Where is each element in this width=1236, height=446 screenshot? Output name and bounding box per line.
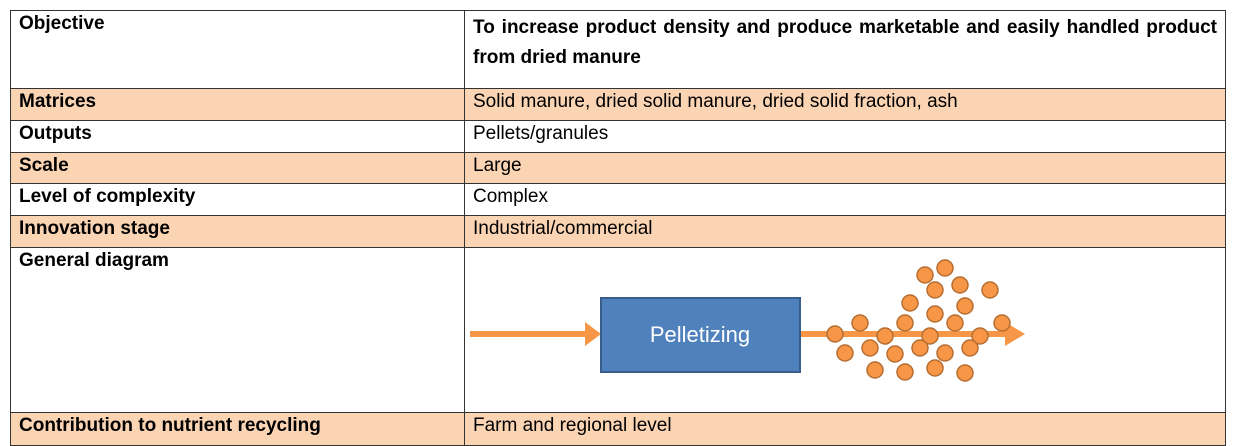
label-cell: Level of complexity bbox=[10, 183, 465, 216]
row: Contribution to nutrient recycling Farm a… bbox=[10, 412, 1226, 446]
row: Level of complexity Complex bbox=[10, 183, 1226, 216]
value-cell: To increase product density and produce … bbox=[464, 10, 1226, 89]
label-cell: Matrices bbox=[10, 88, 465, 121]
value-cell: Complex bbox=[464, 183, 1226, 216]
value-cell: Solid manure, dried solid manure, dried … bbox=[464, 88, 1226, 121]
row: Outputs Pellets/granules bbox=[10, 120, 1226, 153]
process-box bbox=[600, 297, 801, 373]
diagram-cell: Pelletizing bbox=[464, 247, 1226, 413]
row: Matrices Solid manure, dried solid manure… bbox=[10, 88, 1226, 121]
diagram: Pelletizing bbox=[470, 259, 1025, 382]
info-table: Objective To increase product density and… bbox=[10, 10, 1226, 446]
row: Objective To increase product density and… bbox=[10, 10, 1226, 89]
label-cell: General diagram bbox=[10, 247, 465, 413]
label-cell: Scale bbox=[10, 152, 465, 184]
box-label: Pelletizing bbox=[650, 322, 750, 347]
row: Scale Large bbox=[10, 152, 1226, 184]
label-cell: Innovation stage bbox=[10, 215, 465, 248]
row: General diagram Pelletizing bbox=[10, 247, 1226, 413]
pellets bbox=[826, 259, 1011, 382]
label-cell: Objective bbox=[10, 10, 465, 89]
value-cell: Large bbox=[464, 152, 1226, 184]
label-cell: Contribution to nutrient recycling bbox=[10, 412, 465, 446]
value-cell: Industrial/commercial bbox=[464, 215, 1226, 248]
value-cell: Farm and regional level bbox=[464, 412, 1226, 446]
row: Innovation stage Industrial/commercial bbox=[10, 215, 1226, 248]
arrowhead bbox=[1005, 322, 1025, 346]
arrowhead bbox=[585, 322, 601, 346]
label-cell: Outputs bbox=[10, 120, 465, 153]
value-cell: Pellets/granules bbox=[464, 120, 1226, 153]
